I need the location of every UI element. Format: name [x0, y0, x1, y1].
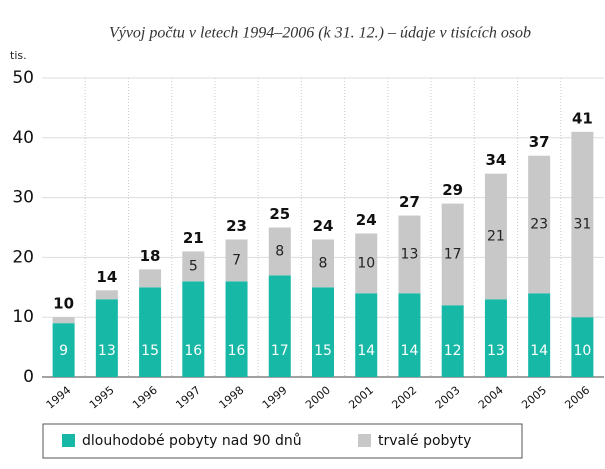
segment-label: 13: [487, 343, 505, 359]
bar-segment: [312, 239, 334, 288]
total-label: 34: [485, 151, 506, 169]
total-label: 10: [53, 295, 74, 313]
x-tick-label: 2003: [433, 384, 463, 412]
segment-label: 15: [314, 343, 332, 359]
total-label: 14: [96, 268, 117, 286]
legend-swatch: [62, 434, 75, 447]
total-label: 24: [356, 211, 377, 229]
segment-label: 23: [530, 217, 548, 233]
segment-label: 10: [573, 343, 591, 359]
x-tick-label: 1999: [260, 384, 290, 412]
total-label: 24: [313, 217, 334, 235]
y-tick-label: 20: [12, 247, 34, 267]
segment-label: 12: [444, 343, 462, 359]
segment-label: 13: [401, 246, 419, 262]
bar-segment: [312, 287, 334, 377]
segment-label: 16: [184, 343, 202, 359]
segment-label: 7: [232, 252, 241, 268]
segment-label: 8: [275, 243, 284, 259]
bar-segment: [52, 323, 75, 377]
x-tick-label: 1995: [87, 384, 117, 412]
segment-label: 5: [189, 258, 198, 274]
bar-segment: [528, 155, 551, 294]
bar-segment: [441, 203, 464, 306]
x-tick-label: 2005: [519, 384, 549, 412]
bar-segment: [484, 173, 507, 300]
bar-segment: [182, 281, 205, 377]
x-tick-label: 2006: [562, 384, 592, 412]
x-tick-label: 1996: [130, 384, 160, 412]
segment-label: 17: [271, 343, 289, 359]
total-label: 18: [140, 247, 161, 265]
chart-title: Vývoj počtu v letech 1994–2006 (k 31. 12…: [109, 25, 531, 42]
total-label: 37: [529, 133, 550, 151]
y-tick-label: 50: [12, 68, 34, 88]
x-tick-label: 2002: [390, 384, 420, 412]
segment-label: 14: [530, 343, 548, 359]
bar-segment: [225, 239, 248, 282]
bar-segment: [398, 215, 421, 294]
y-tick-label: 10: [12, 307, 34, 327]
bar-segment: [355, 233, 378, 294]
x-tick-label: 2000: [303, 384, 333, 412]
segment-label: 15: [141, 343, 159, 359]
segment-label: 9: [59, 343, 68, 359]
x-tick-label: 2004: [476, 384, 506, 412]
bar-segment: [355, 293, 378, 377]
segment-label: 17: [444, 246, 462, 262]
segment-label: 16: [228, 343, 246, 359]
x-tick-label: 2001: [346, 384, 376, 412]
segment-label: 31: [573, 217, 591, 233]
y-tick-label: 40: [12, 128, 34, 148]
x-tick-label: 1997: [173, 384, 203, 412]
bar-segment: [139, 287, 162, 377]
total-label: 27: [399, 193, 420, 211]
legend-box: [42, 423, 523, 459]
segment-label: 13: [98, 343, 116, 359]
bar-segment: [225, 281, 248, 377]
bar-segment: [571, 131, 594, 318]
bar-segment: [441, 305, 464, 377]
total-label: 21: [183, 229, 204, 247]
bar-segment: [139, 269, 162, 288]
x-tick-label: 1994: [44, 384, 74, 412]
x-tick-label: 1998: [217, 384, 247, 412]
y-tick-label: 30: [12, 188, 34, 208]
segment-label: 14: [357, 343, 375, 359]
segment-label: 10: [357, 255, 375, 271]
bar-segment: [52, 317, 75, 324]
total-label: 41: [572, 109, 593, 127]
total-label: 23: [226, 217, 247, 235]
bar-segment: [484, 299, 507, 377]
legend-label: dlouhodobé pobyty nad 90 dnů: [82, 433, 302, 449]
bar-segment: [268, 275, 291, 377]
bar-segment: [571, 317, 594, 377]
segment-label: 21: [487, 228, 505, 244]
legend-swatch: [358, 434, 371, 447]
bar-segment: [268, 227, 291, 276]
bar-segment: [528, 293, 551, 377]
total-label: 25: [269, 205, 290, 223]
y-tick-label: 0: [23, 367, 34, 387]
bar-segment: [95, 299, 118, 377]
segment-label: 8: [319, 255, 328, 271]
segment-label: 14: [401, 343, 419, 359]
y-unit: tis.: [10, 49, 27, 62]
total-label: 29: [442, 181, 463, 199]
bar-segment: [182, 251, 205, 282]
legend-label: trvalé pobyty: [378, 433, 471, 449]
bar-segment: [398, 293, 421, 377]
bar-segment: [95, 290, 118, 300]
